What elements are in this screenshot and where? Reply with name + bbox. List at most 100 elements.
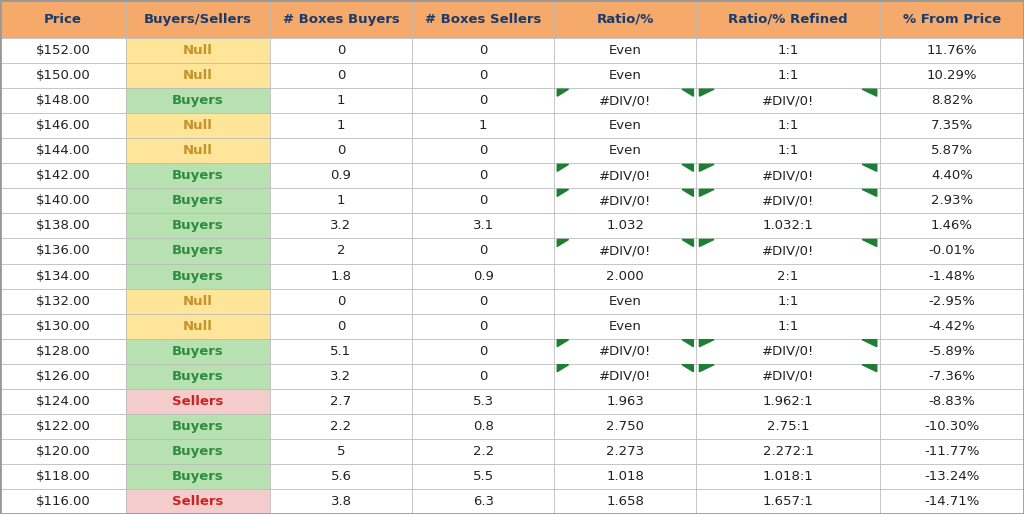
Text: 1:1: 1:1 xyxy=(777,44,799,57)
Text: 10.29%: 10.29% xyxy=(927,69,977,82)
Bar xyxy=(554,364,696,389)
Bar xyxy=(696,339,880,364)
Bar xyxy=(696,63,880,88)
Polygon shape xyxy=(862,189,877,196)
Polygon shape xyxy=(682,365,693,372)
Bar xyxy=(412,439,554,464)
Text: Null: Null xyxy=(183,69,213,82)
Bar xyxy=(412,364,554,389)
Polygon shape xyxy=(557,365,568,372)
Text: 2:1: 2:1 xyxy=(777,269,799,283)
Text: #DIV/0!: #DIV/0! xyxy=(762,169,814,182)
Bar xyxy=(554,389,696,414)
Text: -4.42%: -4.42% xyxy=(929,320,975,333)
Bar xyxy=(880,464,1024,489)
Bar xyxy=(126,38,270,63)
Bar xyxy=(0,339,126,364)
Text: Buyers: Buyers xyxy=(172,470,223,483)
Bar xyxy=(0,238,126,264)
Text: 0: 0 xyxy=(337,69,345,82)
Bar xyxy=(0,113,126,138)
Text: $134.00: $134.00 xyxy=(36,269,90,283)
Text: 0: 0 xyxy=(479,169,487,182)
Polygon shape xyxy=(557,340,568,346)
Text: 0: 0 xyxy=(479,94,487,107)
Bar xyxy=(126,364,270,389)
Text: 5.87%: 5.87% xyxy=(931,144,973,157)
Bar xyxy=(270,314,412,339)
Text: Ratio/%: Ratio/% xyxy=(597,12,654,26)
Bar xyxy=(270,88,412,113)
Text: #DIV/0!: #DIV/0! xyxy=(762,370,814,383)
Text: 0.9: 0.9 xyxy=(473,269,494,283)
Bar xyxy=(554,314,696,339)
Text: 0: 0 xyxy=(337,295,345,307)
Bar xyxy=(270,213,412,238)
Bar xyxy=(880,138,1024,163)
Bar xyxy=(880,0,1024,38)
Bar xyxy=(126,163,270,188)
Text: 6.3: 6.3 xyxy=(473,495,494,508)
Bar xyxy=(696,464,880,489)
Bar xyxy=(554,464,696,489)
Bar xyxy=(880,264,1024,288)
Text: 1:1: 1:1 xyxy=(777,119,799,132)
Bar xyxy=(0,163,126,188)
Bar xyxy=(270,414,412,439)
Text: 1.018:1: 1.018:1 xyxy=(763,470,813,483)
Bar xyxy=(696,439,880,464)
Text: Even: Even xyxy=(609,144,642,157)
Text: 1: 1 xyxy=(337,119,345,132)
Bar xyxy=(696,213,880,238)
Text: 1.657:1: 1.657:1 xyxy=(763,495,813,508)
Text: 5.6: 5.6 xyxy=(331,470,351,483)
Text: $118.00: $118.00 xyxy=(36,470,90,483)
Polygon shape xyxy=(557,240,568,247)
Bar xyxy=(696,0,880,38)
Text: 0.9: 0.9 xyxy=(331,169,351,182)
Text: $116.00: $116.00 xyxy=(36,495,90,508)
Bar xyxy=(412,238,554,264)
Text: Buyers: Buyers xyxy=(172,445,223,458)
Bar xyxy=(126,439,270,464)
Bar xyxy=(696,364,880,389)
Bar xyxy=(412,264,554,288)
Bar xyxy=(412,113,554,138)
Bar xyxy=(880,113,1024,138)
Bar xyxy=(696,188,880,213)
Text: Buyers: Buyers xyxy=(172,94,223,107)
Text: -11.77%: -11.77% xyxy=(924,445,980,458)
Text: -0.01%: -0.01% xyxy=(929,245,975,258)
Bar xyxy=(554,63,696,88)
Bar xyxy=(554,163,696,188)
Text: 5: 5 xyxy=(337,445,345,458)
Text: 0: 0 xyxy=(479,245,487,258)
Bar xyxy=(0,389,126,414)
Text: $146.00: $146.00 xyxy=(36,119,90,132)
Bar xyxy=(0,288,126,314)
Bar xyxy=(554,138,696,163)
Polygon shape xyxy=(862,89,877,96)
Bar xyxy=(412,163,554,188)
Text: $130.00: $130.00 xyxy=(36,320,90,333)
Text: 1:1: 1:1 xyxy=(777,295,799,307)
Text: $144.00: $144.00 xyxy=(36,144,90,157)
Bar xyxy=(0,414,126,439)
Bar xyxy=(554,88,696,113)
Bar xyxy=(696,38,880,63)
Bar xyxy=(696,414,880,439)
Text: $136.00: $136.00 xyxy=(36,245,90,258)
Bar xyxy=(270,464,412,489)
Text: $128.00: $128.00 xyxy=(36,345,90,358)
Text: Buyers: Buyers xyxy=(172,345,223,358)
Bar xyxy=(554,188,696,213)
Text: 0: 0 xyxy=(479,194,487,207)
Text: 0: 0 xyxy=(479,345,487,358)
Polygon shape xyxy=(862,365,877,372)
Bar xyxy=(880,489,1024,514)
Text: #DIV/0!: #DIV/0! xyxy=(599,194,651,207)
Text: #DIV/0!: #DIV/0! xyxy=(599,345,651,358)
Bar xyxy=(412,0,554,38)
Text: $148.00: $148.00 xyxy=(36,94,90,107)
Bar xyxy=(126,113,270,138)
